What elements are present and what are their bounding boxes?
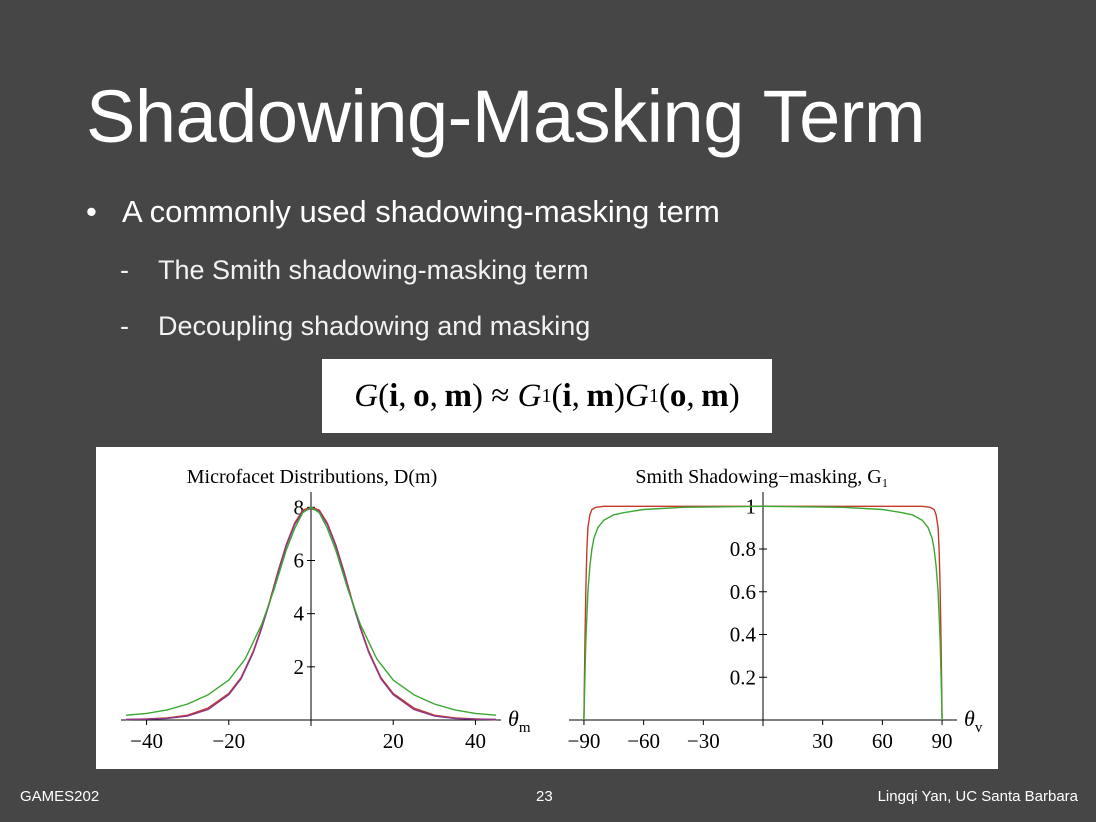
formula-arg: o (669, 377, 687, 414)
x-axis-label-subscript: m (519, 720, 531, 736)
formula-arg: i (562, 377, 572, 414)
bullet-point: • A commonly used shadowing-masking term (86, 194, 720, 230)
series-line-2 (583, 505, 943, 721)
plots-svg: Microfacet Distributions, D(m)−40 −20 20 40… (121, 466, 983, 753)
x-tick-label: −60 (627, 729, 660, 753)
formula-subscript: 1 (648, 384, 659, 407)
x-tick-label: −20 (212, 729, 245, 753)
chart-title: Microfacet Distributions, D(m) (187, 466, 438, 488)
y-tick-label: 6 (294, 548, 305, 572)
series-line-2 (125, 507, 497, 721)
x-tick-label: −30 (687, 729, 720, 753)
x-tick-label: −90 (568, 729, 601, 753)
x-tick-label: 30 (812, 729, 833, 753)
formula-rhs-fn: G (517, 377, 542, 414)
x-tick-label: 60 (872, 729, 893, 753)
bullet-text: A commonly used shadowing-masking term (122, 194, 720, 229)
y-tick-label: 8 (294, 495, 305, 519)
y-tick-label: 0.8 (730, 537, 756, 561)
x-tick-label: 20 (383, 729, 404, 753)
x-tick-label: 40 (465, 729, 486, 753)
y-tick-label: 0.6 (730, 580, 756, 604)
subbullet-marker: - (120, 255, 129, 285)
chart-2: Smith Shadowing−masking, G₁ −90 −60 −30 30 60… (568, 466, 983, 753)
y-tick-label: 0.4 (730, 623, 757, 647)
x-tick-label: −40 (130, 729, 163, 753)
x-axis-label: θv (964, 706, 983, 736)
formula-arg: o (413, 377, 430, 414)
formula-arg: m (444, 377, 473, 414)
formula-subscript: 1 (541, 384, 552, 407)
formula-arg: m (586, 377, 615, 414)
subbullet-2: - Decoupling shadowing and masking (120, 311, 590, 342)
slide-title: Shadowing-Masking Term (86, 75, 926, 158)
formula-rhs-fn: G (625, 377, 649, 414)
formula-lhs-fn: G (354, 377, 379, 414)
subbullet-marker: - (120, 311, 129, 341)
plots-panel: Microfacet Distributions, D(m) −40 −20 20 40… (96, 447, 998, 769)
footer-author: Lingqi Yan, UC Santa Barbara (877, 788, 1078, 805)
chart-1: Microfacet Distributions, D(m) −40 −20 20 40… (121, 466, 531, 753)
subbullet-1: - The Smith shadowing-masking term (120, 255, 589, 286)
formula-approx: ≈ (491, 377, 510, 414)
y-tick-label: 0.2 (730, 665, 756, 689)
x-axis-label: θm (508, 706, 531, 736)
footer-page-number: 23 (536, 788, 553, 805)
y-tick-label: 2 (294, 655, 305, 679)
subbullet-text: Decoupling shadowing and masking (158, 311, 591, 341)
formula-arg: m (701, 377, 729, 414)
formula-arg: i (389, 377, 399, 414)
series-line-3 (125, 506, 497, 716)
footer-course: GAMES202 (20, 788, 100, 805)
y-tick-label: 4 (294, 602, 305, 626)
subbullet-text: The Smith shadowing-masking term (158, 255, 589, 285)
bullet-marker: • (86, 194, 97, 229)
x-tick-label: 90 (932, 729, 953, 753)
x-axis-label-subscript: v (975, 720, 983, 736)
formula-box: G(i, o, m) ≈ G 1(i, m) G 1(o, m) (322, 359, 772, 433)
chart-title: Smith Shadowing−masking, G₁ (635, 466, 888, 488)
